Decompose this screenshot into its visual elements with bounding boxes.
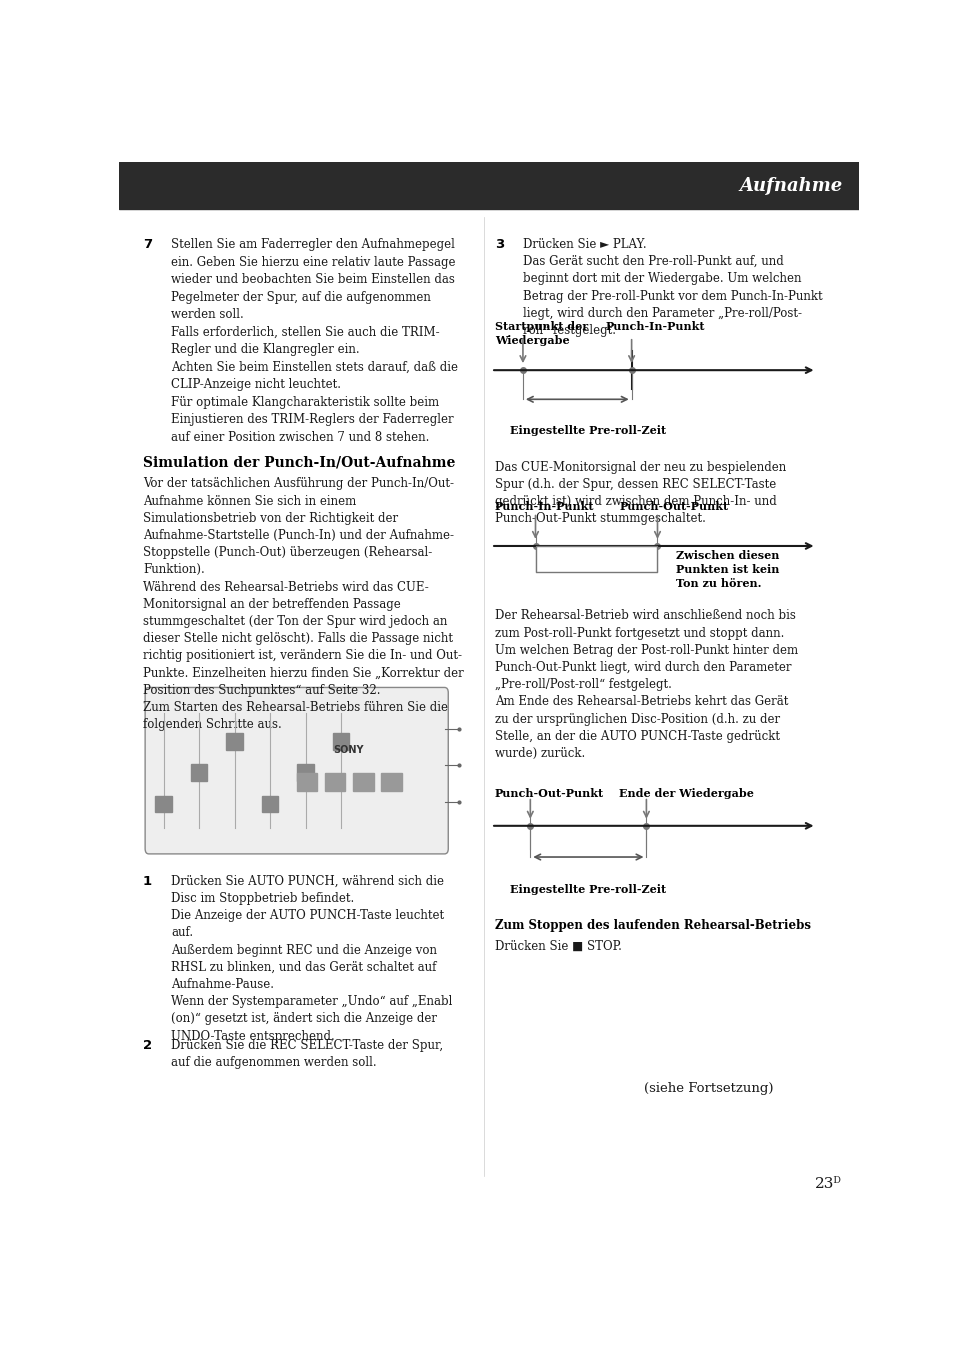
Text: Ende der Wiedergabe: Ende der Wiedergabe [618,789,753,800]
Bar [296,773,317,792]
Text: Das CUE-Monitorsignal der neu zu bespielenden
Spur (d.h. der Spur, dessen REC SE: Das CUE-Monitorsignal der neu zu bespiel… [495,461,785,526]
Text: Punch-In-Punkt: Punch-In-Punkt [495,501,594,512]
Bar [333,734,349,750]
Text: Punch-Out-Punkt: Punch-Out-Punkt [495,789,603,800]
Text: Startpunkt der
Wiedergabe: Startpunkt der Wiedergabe [495,322,587,346]
Text: Drücken Sie ■ STOP.: Drücken Sie ■ STOP. [495,940,621,954]
Text: Zwischen diesen
Punkten ist kein
Ton zu hören.: Zwischen diesen Punkten ist kein Ton zu … [676,550,779,589]
Text: 3: 3 [495,238,503,251]
Text: Drücken Sie die REC SELECT-Taste der Spur,
auf die aufgenommen werden soll.: Drücken Sie die REC SELECT-Taste der Spu… [171,1039,442,1069]
Text: Aufnahme: Aufnahme [739,177,841,195]
Text: Zum Stoppen des laufenden Rehearsal-Betriebs: Zum Stoppen des laufenden Rehearsal-Betr… [495,920,810,932]
Bar [535,546,657,571]
Text: 2: 2 [143,1039,152,1052]
Bar [119,162,858,209]
Text: Simulation der Punch-In/Out-Aufnahme: Simulation der Punch-In/Out-Aufnahme [143,455,455,470]
Text: Stellen Sie am Faderregler den Aufnahmepegel
ein. Geben Sie hierzu eine relativ : Stellen Sie am Faderregler den Aufnahmep… [171,238,457,443]
Bar [155,796,172,812]
Bar [380,773,401,792]
Text: SONY: SONY [333,744,363,755]
Text: 1: 1 [143,874,152,888]
Text: 23ᴰ: 23ᴰ [815,1177,841,1190]
Text: Punch-In-Punkt: Punch-In-Punkt [605,322,704,332]
Text: (siehe Fortsetzung): (siehe Fortsetzung) [643,1082,773,1094]
Bar [297,765,314,781]
Bar [324,773,345,792]
Text: Der Rehearsal-Betrieb wird anschließend noch bis
zum Post-roll-Punkt fortgesetzt: Der Rehearsal-Betrieb wird anschließend … [495,609,797,761]
Text: Punch-Out-Punkt: Punch-Out-Punkt [618,501,727,512]
Text: 7: 7 [143,238,152,251]
Bar [226,734,242,750]
Bar [262,796,278,812]
FancyBboxPatch shape [145,688,448,854]
Text: Drücken Sie ► PLAY.
Das Gerät sucht den Pre-roll-Punkt auf, und
beginnt dort mit: Drücken Sie ► PLAY. Das Gerät sucht den … [522,238,821,336]
Text: Vor der tatsächlichen Ausführung der Punch-In/Out-
Aufnahme können Sie sich in e: Vor der tatsächlichen Ausführung der Pun… [143,477,463,731]
Text: Drücken Sie AUTO PUNCH, während sich die
Disc im Stoppbetrieb befindet.
Die Anze: Drücken Sie AUTO PUNCH, während sich die… [171,874,452,1043]
Bar [191,765,207,781]
Bar [353,773,374,792]
Text: Eingestellte Pre-roll-Zeit: Eingestellte Pre-roll-Zeit [509,426,665,436]
Text: Eingestellte Pre-roll-Zeit: Eingestellte Pre-roll-Zeit [509,884,665,896]
